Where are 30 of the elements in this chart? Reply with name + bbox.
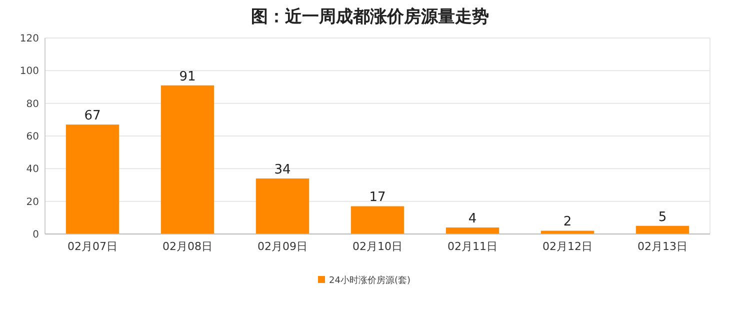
- bar: [636, 226, 690, 234]
- chart-title: 图：近一周成都涨价房源量走势: [251, 7, 489, 27]
- y-tick-label: 40: [26, 164, 39, 176]
- y-tick-label: 0: [32, 230, 39, 240]
- bar: [350, 206, 404, 234]
- x-tick-label: 02月09日: [258, 240, 308, 253]
- data-label: 17: [369, 190, 386, 206]
- bar: [160, 85, 214, 234]
- data-label: 34: [274, 162, 291, 178]
- x-tick-label: 02月11日: [448, 240, 498, 253]
- y-tick-label: 100: [20, 66, 39, 78]
- bar: [446, 227, 500, 234]
- bar: [540, 230, 594, 234]
- bar: [66, 124, 120, 234]
- y-tick-label: 20: [26, 196, 39, 208]
- x-tick-label: 02月07日: [68, 240, 118, 253]
- legend-label: 24小时涨价房源(套): [329, 275, 410, 286]
- x-tick-label: 02月13日: [638, 240, 688, 253]
- data-label: 91: [179, 69, 196, 84]
- data-label: 2: [563, 214, 572, 230]
- x-tick-label: 02月10日: [352, 240, 402, 253]
- x-tick-label: 02月08日: [162, 240, 212, 253]
- x-tick-label: 02月12日: [542, 240, 592, 253]
- data-label: 4: [468, 211, 477, 226]
- data-label: 5: [658, 210, 667, 225]
- y-tick-label: 120: [20, 34, 39, 44]
- data-label: 67: [84, 108, 101, 124]
- y-tick-label: 80: [26, 98, 39, 110]
- bar: [256, 178, 310, 234]
- y-tick-label: 60: [26, 132, 39, 142]
